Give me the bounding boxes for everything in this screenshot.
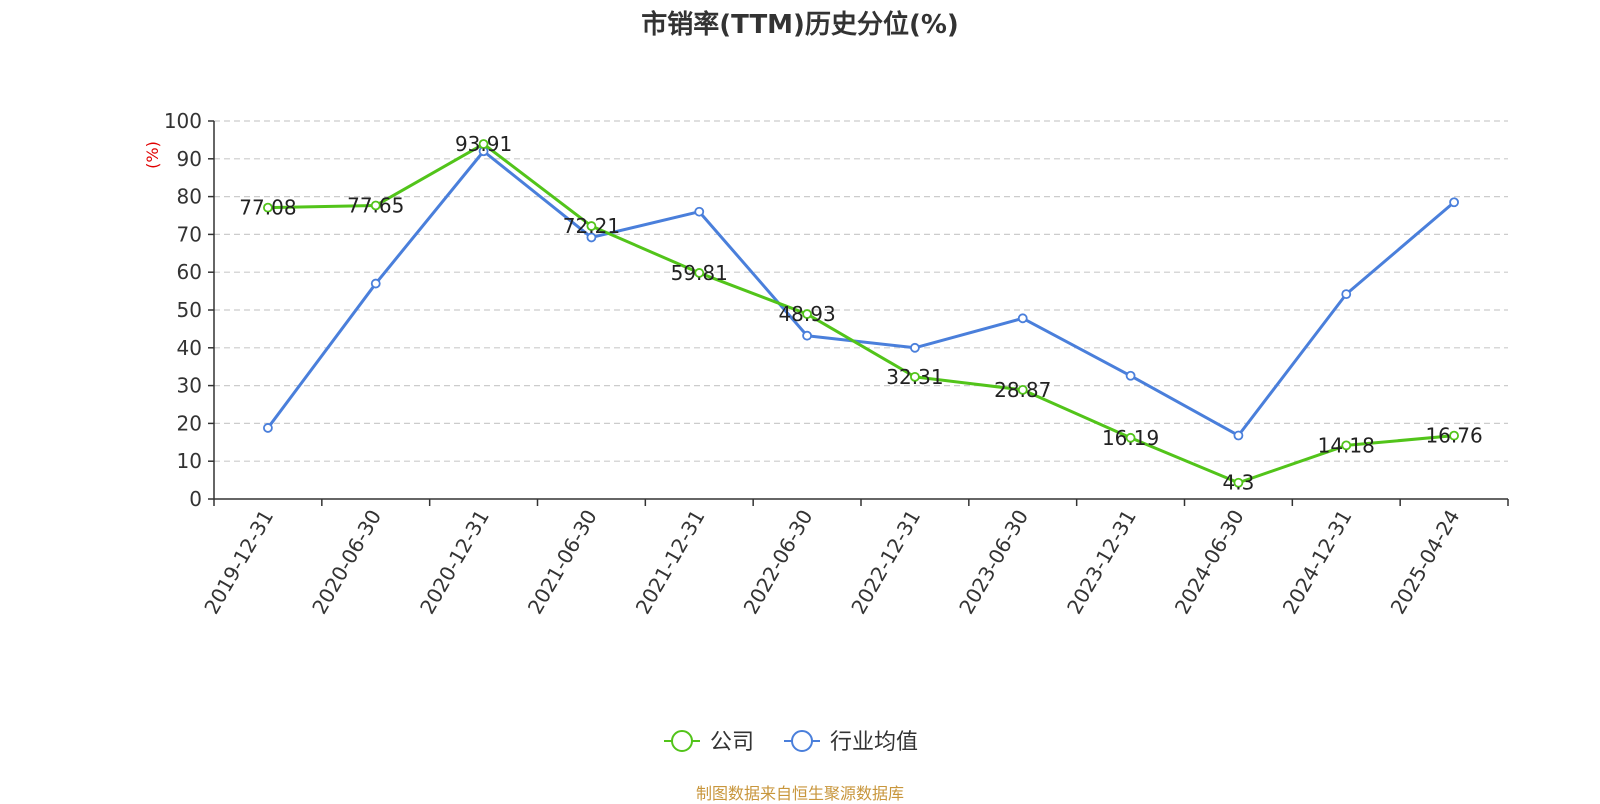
y-tick-label: 10 [177,449,202,473]
data-label: 77.08 [239,196,296,220]
series-1-point [1233,430,1244,441]
data-labels: 77.08 77.65 93.91 72.21 59.81 48.93 32.31 28.87… [239,132,1482,495]
series-0-point [263,202,273,213]
series-0-point [1125,432,1136,443]
series-1-point [1449,197,1459,208]
data-label: 16.19 [1102,426,1159,450]
y-tick-label: 80 [177,185,202,209]
x-tick-label: 2023-06-30 [954,506,1033,619]
x-tick-label: 2021-06-30 [523,506,602,619]
y-tick-label: 50 [177,298,202,322]
series-line-0 [267,142,1455,485]
y-axis-label: (%) [143,141,162,169]
x-axis-ticks: 2019-12-31 2020-06-30 2020-12-31 2021-06-30… [199,499,1509,619]
series-0-point [586,221,597,231]
series-1-point [910,342,920,353]
series-1-point [263,423,273,433]
legend: 公司 行业均值 [664,730,918,755]
y-tick-label: 20 [177,411,202,435]
x-tick-label: 2020-12-31 [415,506,494,619]
y-tick-label: 60 [177,260,202,284]
series-0-point [1017,384,1028,395]
x-tick-label: 2021-12-31 [631,506,710,619]
x-tick-label: 2022-12-31 [846,506,925,619]
series-line-1 [266,149,1456,437]
data-label: 32.31 [886,365,943,389]
y-tick-label: 90 [177,147,202,171]
x-tick-label: 2024-06-30 [1170,506,1249,619]
series-0-point [1233,477,1244,488]
data-label: 48.93 [778,302,835,326]
series-0-point [910,371,920,382]
data-label: 72.21 [563,214,620,238]
series-0-point [1341,440,1352,451]
data-label: 14.18 [1318,433,1375,457]
data-label: 4.3 [1223,471,1255,495]
x-tick-label: 2023-12-31 [1062,506,1141,619]
y-tick-label: 100 [164,109,202,133]
series-1-point [802,330,812,341]
series-1-point [370,278,381,289]
series-0-point [694,268,705,278]
series-1-point [1017,313,1028,324]
x-tick-label: 2024-12-31 [1278,506,1357,619]
series-lines [263,139,1459,488]
grid-lines [214,120,1508,462]
series-0-point [370,200,381,211]
y-tick-label: 70 [177,222,202,246]
legend-label-1: 行业均值 [830,730,918,755]
series-0-point [478,139,489,149]
series-1-point [694,206,705,217]
data-source-note: 制图数据来自恒生聚源数据库 [695,784,904,803]
series-0-point [802,309,812,319]
legend-marker-1 [791,730,813,752]
chart-title: 市销率(TTM)历史分位(%) [641,10,959,40]
legend-marker-0 [671,730,693,752]
y-tick-label: 40 [177,336,202,360]
legend-label-0: 公司 [710,730,754,755]
data-label: 93.91 [455,132,512,156]
y-tick-label: 30 [177,374,202,398]
data-label: 28.87 [994,378,1051,402]
series-1-point [1341,289,1352,300]
data-label: 59.81 [671,261,728,285]
series-0-point [1449,430,1459,441]
x-tick-label: 2022-06-30 [739,506,818,619]
data-label: 16.76 [1425,424,1482,448]
x-tick-label: 2019-12-31 [199,506,278,619]
data-label: 77.65 [347,193,404,217]
y-axis-ticks: 0 10 20 30 40 50 60 70 80 90 100 [164,109,214,511]
series-1-point [586,232,597,243]
x-tick-label: 2020-06-30 [307,506,386,619]
series-1-point [1125,370,1136,381]
x-tick-label: 2025-04-24 [1386,506,1465,619]
y-tick-label: 0 [189,487,202,511]
